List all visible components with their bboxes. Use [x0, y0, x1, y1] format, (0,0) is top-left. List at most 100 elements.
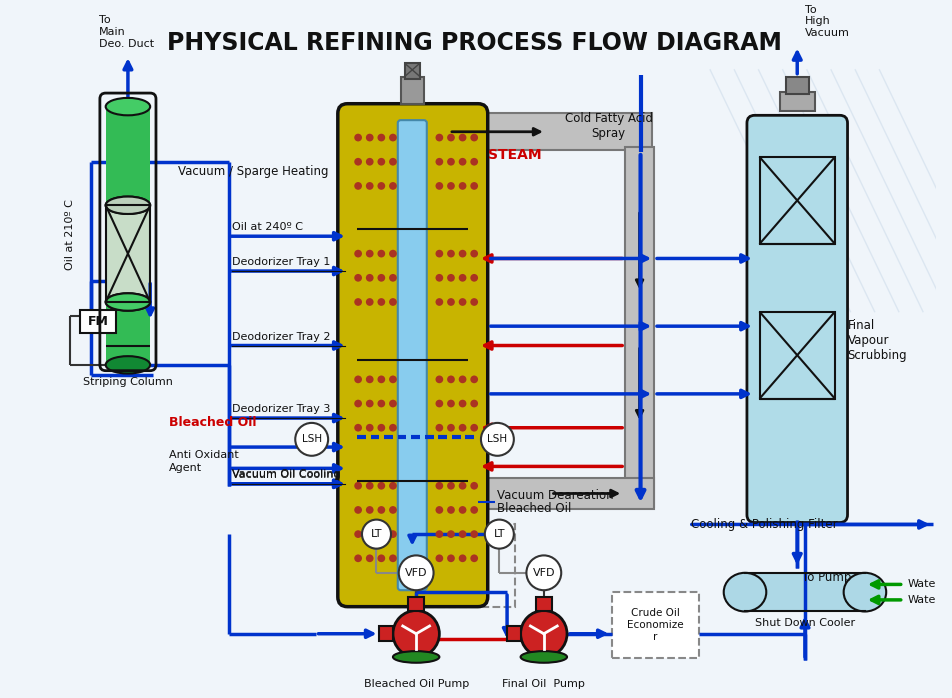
Circle shape	[388, 376, 396, 383]
Circle shape	[470, 506, 478, 514]
Circle shape	[470, 554, 478, 562]
Circle shape	[446, 134, 454, 142]
Circle shape	[446, 298, 454, 306]
Circle shape	[377, 182, 385, 190]
Circle shape	[377, 298, 385, 306]
Circle shape	[446, 482, 454, 489]
Circle shape	[377, 134, 385, 142]
Circle shape	[388, 250, 396, 258]
Circle shape	[377, 424, 385, 431]
Circle shape	[435, 158, 443, 165]
Ellipse shape	[723, 573, 765, 611]
Circle shape	[446, 250, 454, 258]
Circle shape	[435, 134, 443, 142]
Circle shape	[377, 376, 385, 383]
Circle shape	[366, 250, 373, 258]
Bar	[106, 302, 150, 365]
Circle shape	[366, 530, 373, 538]
Circle shape	[388, 506, 396, 514]
Circle shape	[388, 424, 396, 431]
Circle shape	[354, 400, 362, 408]
Text: Bleached Oil: Bleached Oil	[497, 503, 571, 515]
Text: Anti Oxidant: Anti Oxidant	[169, 450, 238, 460]
Circle shape	[520, 611, 566, 657]
Text: Final
Vapour
Scrubbing: Final Vapour Scrubbing	[846, 319, 906, 362]
Circle shape	[388, 554, 396, 562]
Bar	[106, 107, 150, 205]
Circle shape	[366, 158, 373, 165]
Circle shape	[366, 506, 373, 514]
Circle shape	[435, 554, 443, 562]
Circle shape	[388, 482, 396, 489]
Text: Deodorizer Tray 1: Deodorizer Tray 1	[232, 257, 330, 267]
Circle shape	[377, 530, 385, 538]
Circle shape	[470, 424, 478, 431]
Circle shape	[377, 158, 385, 165]
Text: LSH: LSH	[486, 434, 506, 445]
Circle shape	[354, 134, 362, 142]
Circle shape	[435, 298, 443, 306]
Circle shape	[388, 134, 396, 142]
Circle shape	[446, 506, 454, 514]
Text: LT: LT	[493, 529, 505, 539]
Text: Agent: Agent	[169, 463, 202, 473]
Circle shape	[354, 482, 362, 489]
Circle shape	[470, 134, 478, 142]
Circle shape	[458, 158, 466, 165]
Circle shape	[446, 274, 454, 282]
Circle shape	[470, 274, 478, 282]
Bar	[611, 592, 698, 658]
Circle shape	[354, 530, 362, 538]
Bar	[379, 626, 392, 641]
Ellipse shape	[392, 651, 439, 663]
Circle shape	[470, 376, 478, 383]
Circle shape	[388, 400, 396, 408]
Bar	[779, 92, 814, 112]
Text: Shut Down Cooler: Shut Down Cooler	[754, 618, 854, 628]
Circle shape	[485, 519, 513, 549]
Circle shape	[388, 274, 396, 282]
Circle shape	[470, 298, 478, 306]
Circle shape	[446, 554, 454, 562]
Circle shape	[470, 530, 478, 538]
Circle shape	[435, 482, 443, 489]
Circle shape	[354, 298, 362, 306]
Circle shape	[470, 158, 478, 165]
Circle shape	[446, 182, 454, 190]
Text: VFD: VFD	[405, 567, 426, 578]
Text: Vacuum Oil Cooling: Vacuum Oil Cooling	[232, 470, 341, 480]
Circle shape	[362, 519, 390, 549]
Bar	[536, 597, 551, 611]
Circle shape	[366, 274, 373, 282]
Text: Oil at 210º C: Oil at 210º C	[65, 199, 75, 269]
Circle shape	[446, 158, 454, 165]
Circle shape	[435, 400, 443, 408]
Bar	[408, 597, 424, 611]
Text: To
High
Vacuum: To High Vacuum	[804, 5, 849, 38]
Text: To
Main
Deo. Duct: To Main Deo. Duct	[99, 15, 154, 49]
Ellipse shape	[106, 293, 150, 311]
Circle shape	[388, 530, 396, 538]
Circle shape	[377, 274, 385, 282]
Circle shape	[458, 424, 466, 431]
Circle shape	[366, 554, 373, 562]
Circle shape	[458, 506, 466, 514]
Ellipse shape	[106, 98, 150, 115]
Text: LSH: LSH	[302, 434, 322, 445]
Circle shape	[388, 182, 396, 190]
Bar	[625, 147, 653, 507]
Circle shape	[435, 530, 443, 538]
FancyBboxPatch shape	[337, 104, 487, 607]
Text: Cold Fatty Acid
Spray: Cold Fatty Acid Spray	[564, 112, 652, 140]
Text: Vacuum Deareation: Vacuum Deareation	[497, 489, 613, 502]
Circle shape	[354, 554, 362, 562]
Circle shape	[354, 376, 362, 383]
Text: Oil at 240º C: Oil at 240º C	[232, 223, 303, 232]
Circle shape	[470, 400, 478, 408]
Circle shape	[366, 424, 373, 431]
Ellipse shape	[106, 197, 150, 214]
Circle shape	[398, 556, 433, 591]
Circle shape	[366, 134, 373, 142]
FancyBboxPatch shape	[397, 120, 426, 591]
Ellipse shape	[520, 651, 566, 663]
